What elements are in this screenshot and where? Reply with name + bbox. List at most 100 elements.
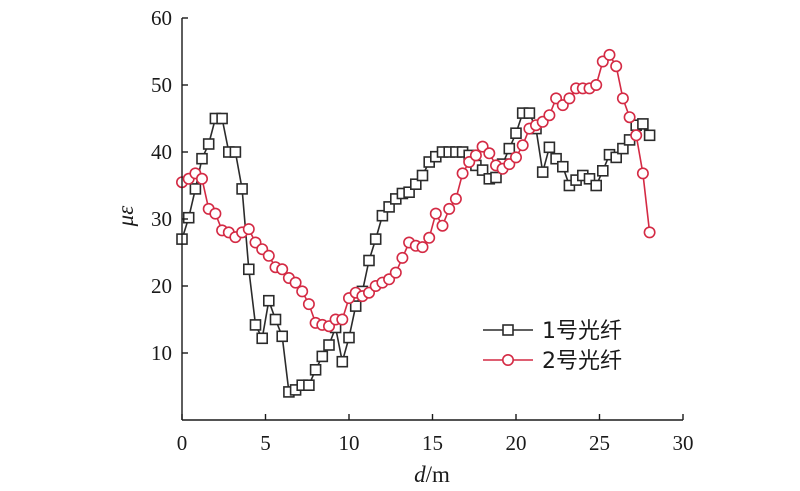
legend-label-series-1: 1号光纤 — [542, 319, 622, 344]
series-1-point-70 — [643, 129, 656, 142]
x-axis-title: d/m — [414, 462, 450, 487]
series-1-point-21 — [316, 350, 329, 363]
legend-marker-series-1 — [502, 324, 514, 336]
series-2-point-3 — [196, 172, 209, 185]
series-1-point-62 — [590, 179, 603, 192]
series-1-point-12 — [256, 332, 269, 345]
series-2-point-39 — [436, 219, 449, 232]
plot-markers — [176, 48, 656, 398]
series-2-point-58 — [563, 92, 576, 105]
series-1-point-54 — [536, 166, 549, 178]
series-1-point-10 — [243, 263, 255, 276]
series-2-point-65 — [610, 60, 623, 73]
series-1-point-69 — [637, 118, 649, 130]
series-1-point-8 — [229, 146, 242, 158]
series-1-point-47 — [490, 171, 502, 184]
series-1-point-6 — [216, 112, 228, 125]
series-2-point-70 — [643, 226, 656, 239]
legend-marker-series-2 — [501, 353, 514, 366]
y-tick-label-0: 10 — [151, 341, 172, 365]
y-tick-label-3: 40 — [151, 140, 172, 164]
series-1-point-26 — [349, 300, 362, 312]
series-1-point-29 — [369, 233, 382, 245]
series-1-point-9 — [236, 183, 248, 195]
series-1-point-15 — [276, 330, 289, 343]
series-1-point-30 — [376, 209, 389, 222]
legend-label-series-2: 2号光纤 — [542, 349, 622, 374]
axes: 0 5 10 15 20 25 30 10 20 30 40 50 60 — [151, 6, 694, 455]
y-axis-title: με — [113, 205, 138, 228]
series-2-point-10 — [242, 223, 255, 236]
series-2-point-51 — [516, 139, 529, 152]
series-1-point-61 — [583, 173, 596, 185]
series-2-point-38 — [429, 207, 442, 220]
series-1-point-19 — [303, 379, 315, 392]
series-2-point-32 — [389, 266, 402, 279]
series-1-point-13 — [262, 294, 275, 307]
series-2-point-41 — [449, 192, 462, 205]
series-1-point-25 — [343, 331, 355, 344]
x-tick-label-5: 25 — [589, 431, 610, 455]
series-2-point-64 — [603, 48, 616, 61]
series-1-point-4 — [202, 138, 215, 150]
series-2-point-66 — [616, 92, 629, 105]
legend: 1号光纤 2号光纤 — [483, 319, 622, 374]
series-1-point-2 — [189, 183, 202, 195]
series-2-point-55 — [543, 109, 556, 122]
series-2-point-67 — [623, 111, 636, 124]
series-1-point-24 — [336, 355, 349, 368]
x-tick-label-3: 15 — [422, 431, 443, 455]
series-1-point-45 — [476, 164, 489, 176]
series-2-point-46 — [483, 147, 496, 160]
y-tick-label-4: 50 — [151, 73, 172, 97]
series-1-point-52 — [523, 107, 536, 119]
series-2-point-50 — [509, 151, 522, 164]
series-2-point-37 — [423, 231, 436, 244]
series-2-point-44 — [469, 149, 482, 162]
series-2-point-36 — [416, 241, 429, 254]
series-1-point-36 — [416, 169, 429, 182]
series-2-point-69 — [636, 167, 649, 180]
series-2-point-13 — [262, 249, 275, 262]
series-2-point-42 — [456, 167, 469, 180]
x-axis-title-unit: /m — [426, 462, 450, 487]
series-1-point-20 — [309, 363, 322, 376]
series-1-point-63 — [596, 165, 609, 177]
x-tick-label-6: 30 — [673, 431, 694, 455]
series-1-point-1 — [182, 211, 195, 224]
series-2-point-24 — [336, 313, 349, 326]
series-2-point-17 — [289, 276, 302, 289]
series-2-point-5 — [209, 207, 222, 220]
series-2-point-40 — [443, 202, 456, 215]
x-tick-label-1: 5 — [260, 431, 271, 455]
series-2-point-33 — [396, 251, 409, 264]
y-tick-label-5: 60 — [151, 6, 172, 30]
series-1-point-50 — [510, 127, 522, 139]
series-2-point-19 — [302, 298, 315, 311]
series-1-point-22 — [323, 339, 335, 351]
series-1-point-34 — [403, 186, 415, 198]
series-1-point-31 — [383, 201, 395, 213]
series-2-point-18 — [296, 285, 309, 298]
x-tick-label-4: 20 — [506, 431, 527, 455]
series-1-point-11 — [249, 319, 262, 331]
series-1-point-56 — [550, 152, 562, 165]
y-tick-label-2: 30 — [151, 207, 172, 231]
series-1-point-35 — [409, 178, 422, 190]
series-1-point-66 — [617, 142, 629, 155]
x-axis-title-var: d — [414, 462, 426, 487]
series-1-point-49 — [503, 142, 516, 155]
series-1-point-57 — [556, 160, 569, 173]
series-2-point-62 — [590, 79, 603, 92]
y-axis-title-mu: μ — [113, 215, 138, 228]
series-2-point-15 — [276, 263, 289, 276]
y-tick-label-1: 20 — [151, 274, 172, 298]
series-1-point-65 — [610, 151, 623, 164]
series-1-point-28 — [363, 254, 375, 267]
series-1-point-14 — [269, 313, 282, 326]
x-tick-label-0: 0 — [177, 431, 188, 455]
x-tick-label-2: 10 — [339, 431, 360, 455]
series-2-point-68 — [630, 129, 643, 142]
series-1-point-55 — [543, 141, 556, 154]
